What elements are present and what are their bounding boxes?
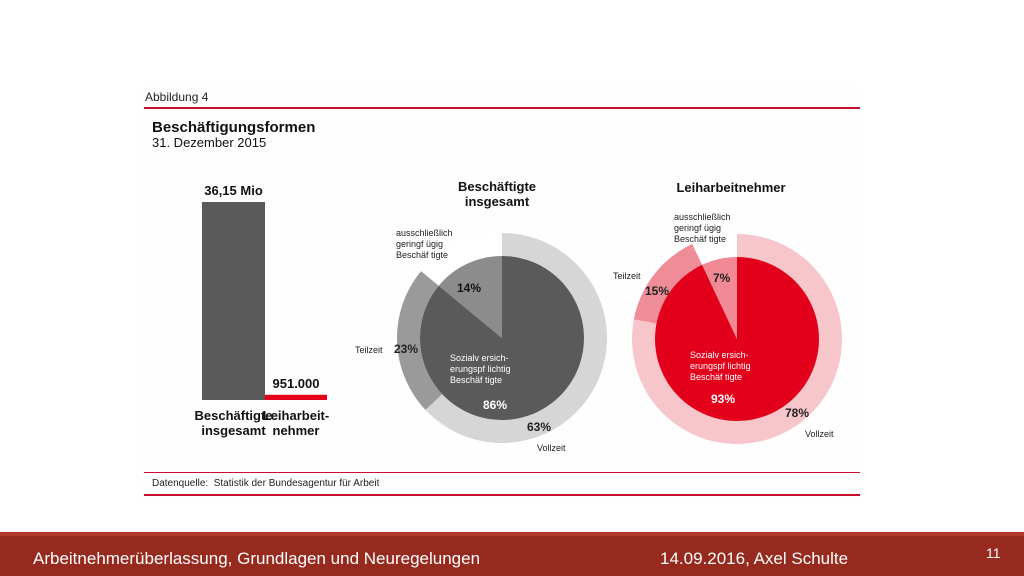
label-sozialversicherungspflichtig-2: Beschäf tigte: [450, 375, 502, 385]
bar-value-label-1: 951.000: [273, 376, 320, 391]
value-geringfuegig: 7%: [713, 271, 731, 285]
label-teilzeit: Teilzeit: [355, 345, 383, 355]
value-teilzeit: 23%: [394, 342, 418, 356]
footer-title: Arbeitnehmerüberlassung, Grundlagen und …: [33, 549, 481, 568]
bar-category-label-0-0: Beschäftigte: [194, 408, 272, 423]
donut-title-0: Leiharbeitnehmer: [676, 180, 785, 195]
donut-outer-slice-2: [692, 234, 737, 265]
label-sozialversicherungspflichtig-1: erungspf lichtig: [690, 361, 751, 371]
label-geringfuegig-2: Beschäf tigte: [674, 234, 726, 244]
value-sozialversicherungspflichtig: 86%: [483, 398, 507, 412]
figure-panel: Abbildung 4 Beschäftigungsformen 31. Dez…: [140, 85, 862, 502]
figure-title: Beschäftigungsformen: [152, 119, 316, 136]
value-vollzeit: 63%: [527, 420, 551, 434]
footer-top-line: [0, 532, 1024, 536]
donut-outer-slice-0: [425, 233, 607, 443]
footer-date-author: 14.09.2016, Axel Schulte: [660, 549, 849, 568]
bar-category-label-0-1: insgesamt: [201, 423, 266, 438]
value-sozialversicherungspflichtig: 93%: [711, 392, 735, 406]
donut-title-1: insgesamt: [465, 194, 530, 209]
data-source: Datenquelle: Statistik der Bundesagentur…: [152, 478, 380, 489]
value-teilzeit: 15%: [645, 284, 669, 298]
page-number: 11: [986, 545, 1001, 561]
figure-bottom-rule-top: [144, 472, 860, 473]
chart-area: 36,15 MioBeschäftigteinsgesamt951.000Lei…: [194, 179, 843, 453]
bar-category-label-1-0: Leiharbeit-: [263, 408, 329, 423]
donut-title-0: Beschäftigte: [458, 179, 536, 194]
bar-category-label-1-1: nehmer: [273, 423, 320, 438]
label-sozialversicherungspflichtig-0: Sozialv ersich-: [450, 353, 509, 363]
label-teilzeit: Teilzeit: [613, 271, 641, 281]
label-geringfuegig-0: ausschließlich: [396, 228, 453, 238]
value-geringfuegig: 14%: [457, 281, 481, 295]
figure-subtitle: 31. Dezember 2015: [152, 135, 267, 150]
figure-bottom-rule: [144, 494, 860, 496]
bar-0: [202, 202, 265, 400]
donut-inner-slice-1: [702, 257, 737, 339]
figure-top-rule: [144, 107, 860, 109]
donut-outer-slice-1: [633, 243, 703, 324]
donut-inner-slice-1: [438, 256, 502, 338]
value-vollzeit: 78%: [785, 406, 809, 420]
label-geringfuegig-1: geringf ügig: [674, 223, 721, 233]
label-geringfuegig-2: Beschäf tigte: [396, 250, 448, 260]
label-vollzeit: Vollzeit: [537, 443, 566, 453]
bar-value-label-0: 36,15 Mio: [204, 183, 263, 198]
label-geringfuegig-1: geringf ügig: [396, 239, 443, 249]
bar-1: [265, 394, 327, 400]
label-geringfuegig-0: ausschließlich: [674, 212, 731, 222]
label-vollzeit: Vollzeit: [805, 429, 834, 439]
footer-bar: [0, 532, 1024, 576]
figure-label: Abbildung 4: [145, 90, 209, 104]
donut-outer-slice-2: [421, 233, 502, 286]
label-sozialversicherungspflichtig-1: erungspf lichtig: [450, 364, 511, 374]
label-sozialversicherungspflichtig-2: Beschäf tigte: [690, 372, 742, 382]
donut-outer-slice-1: [397, 271, 443, 410]
label-sozialversicherungspflichtig-0: Sozialv ersich-: [690, 350, 749, 360]
